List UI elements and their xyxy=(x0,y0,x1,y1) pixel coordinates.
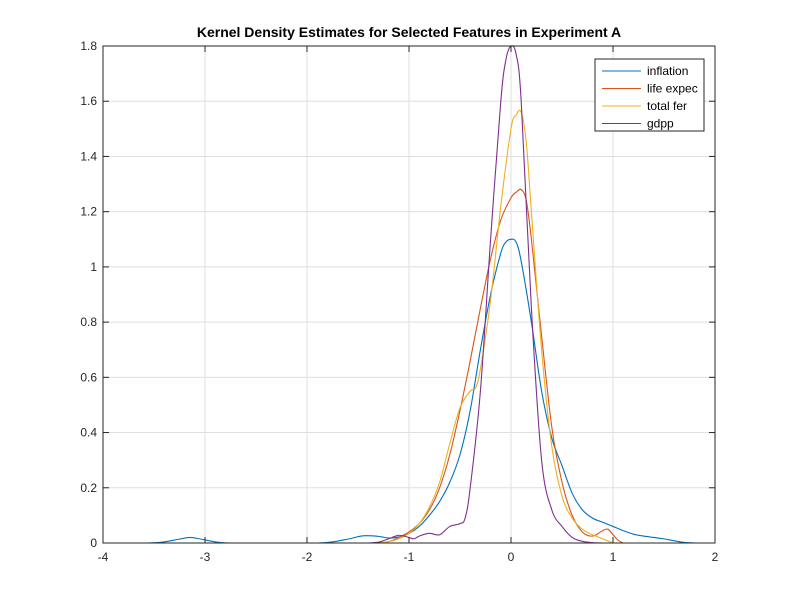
y-tick-label: 1.2 xyxy=(80,205,97,219)
legend-label-total-fer: total fer xyxy=(647,99,687,113)
legend-entries: inflation life expec total fer gdpp xyxy=(602,64,698,131)
series-line-total-fer xyxy=(373,109,614,544)
y-tick-label: 0.8 xyxy=(80,315,97,329)
x-tick-label: 0 xyxy=(508,550,515,564)
chart-title: Kernel Density Estimates for Selected Fe… xyxy=(197,24,621,40)
y-tick-labels: 0 0.2 0.4 0.6 0.8 1 1.2 1.4 1.6 1.8 xyxy=(80,39,97,550)
y-tick-label: 0.6 xyxy=(80,370,97,384)
x-tick-labels: -4 -3 -2 -1 0 1 2 xyxy=(98,550,719,564)
legend: inflation life expec total fer gdpp xyxy=(594,58,705,132)
y-tick-label: 1.6 xyxy=(80,94,97,108)
y-tick-label: 1.8 xyxy=(80,39,97,53)
y-tick-label: 0.2 xyxy=(80,481,97,495)
y-tick-label: 0 xyxy=(90,536,97,550)
legend-label-inflation: inflation xyxy=(647,64,688,78)
y-tick-label: 1 xyxy=(90,260,97,274)
x-tick-label: -2 xyxy=(302,550,313,564)
axis-ticks xyxy=(102,45,716,544)
x-tick-label: -4 xyxy=(98,550,109,564)
x-tick-label: -1 xyxy=(404,550,415,564)
y-tick-label: 1.4 xyxy=(80,149,97,163)
x-tick-label: 1 xyxy=(610,550,617,564)
legend-label-gdpp: gdpp xyxy=(647,117,674,131)
x-tick-label: 2 xyxy=(712,550,719,564)
x-tick-label: -3 xyxy=(200,550,211,564)
y-tick-label: 0.4 xyxy=(80,426,97,440)
series-line-gdpp xyxy=(368,45,608,544)
legend-label-life-expec: life expec xyxy=(647,82,698,96)
